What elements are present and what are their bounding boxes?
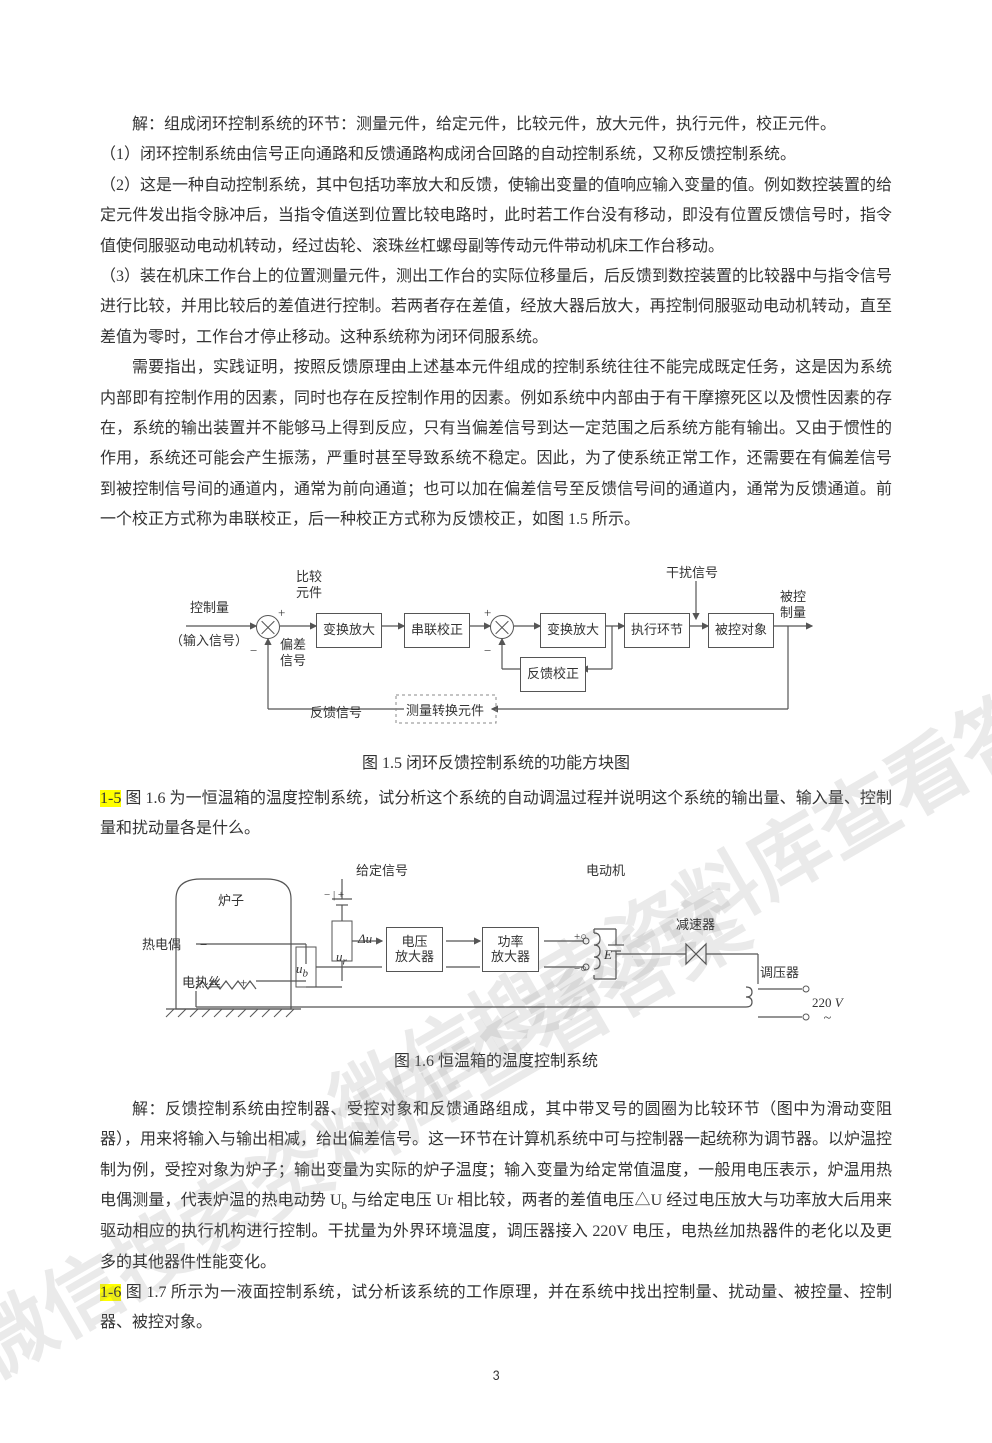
- label-regulator: 调压器: [760, 961, 799, 986]
- block-power-amp: 功率放大器: [482, 927, 539, 972]
- label-minus: −: [250, 639, 257, 664]
- question-1-6: 1-6 图 1.7 所示为一液面控制系统，试分析该系统的工作原理，并在系统中找出…: [100, 1278, 892, 1339]
- block-amp2: 变换放大: [540, 613, 606, 648]
- figure-1-5: 比较元件 控制量 （输入信号） + − 偏差信号 变换放大 串联校正 + − 变…: [176, 541, 816, 741]
- label-input-signal: （输入信号）: [170, 629, 248, 654]
- label-set-signal: 给定信号: [356, 859, 408, 884]
- block-voltage-amp: 电压放大器: [386, 927, 443, 972]
- label-motor: 电动机: [586, 859, 625, 884]
- block-plant: 被控对象: [708, 613, 774, 648]
- label-plus: +: [278, 601, 285, 626]
- label-minus: −: [200, 933, 207, 958]
- figure-1-5-caption: 图 1.5 闭环反馈控制系统的功能方块图: [100, 749, 892, 779]
- label-compare-element: 比较元件: [296, 569, 322, 600]
- label-ub: ub: [296, 957, 308, 984]
- label-measurement: 测量转换元件: [406, 699, 484, 724]
- paragraph: （2）这是一种自动控制系统，其中包括功率放大和反馈，使输出变量的值响应输入变量的…: [100, 171, 892, 262]
- question-text: 图 1.6 为一恒温箱的温度控制系统，试分析这个系统的自动调温过程并说明这个系统…: [100, 790, 892, 837]
- block-series-correction: 串联校正: [404, 613, 470, 648]
- label-feedback-signal: 反馈信号: [310, 701, 362, 726]
- label-minus: −: [484, 639, 491, 664]
- label-furnace: 炉子: [218, 889, 244, 914]
- label-delta-u: Δu: [358, 927, 372, 952]
- figure-1-6-caption: 图 1.6 恒温箱的温度控制系统: [100, 1047, 892, 1077]
- question-tag: 1-6: [100, 1284, 121, 1301]
- label-bias-signal: 偏差信号: [280, 637, 306, 668]
- block-actuator: 执行环节: [624, 613, 690, 648]
- label-E: E: [604, 943, 612, 968]
- paragraph: 需要指出，实践证明，按照反馈原理由上述基本元件组成的控制系统往往不能完成既定任务…: [100, 353, 892, 535]
- label-plus: +: [484, 601, 491, 626]
- label-thermocouple: 热电偶: [142, 933, 181, 958]
- paragraph: （3）装在机床工作台上的位置测量元件，测出工作台的实际位移量后，后反馈到数控装置…: [100, 262, 892, 353]
- block-amp1: 变换放大: [316, 613, 382, 648]
- label-ur: ur: [336, 945, 347, 972]
- paragraph: 解：组成闭环控制系统的环节：测量元件，给定元件，比较元件，放大元件，执行元件，校…: [100, 110, 892, 140]
- question-text: 图 1.7 所示为一液面控制系统，试分析该系统的工作原理，并在系统中找出控制量、…: [100, 1284, 892, 1331]
- label-220v: 220 V ~: [812, 991, 843, 1024]
- label-control-qty: 控制量: [190, 596, 229, 621]
- figure-1-6: 炉子 热电偶 电热丝 − + 给定信号 − | + ub ur Δu 电压放大器…: [146, 849, 846, 1039]
- label-heater: 电热丝: [182, 971, 221, 996]
- label-plus: +: [240, 971, 247, 996]
- question-1-5: 1-5 图 1.6 为一恒温箱的温度控制系统，试分析这个系统的自动调温过程并说明…: [100, 784, 892, 845]
- block-feedback-correction: 反馈校正: [520, 657, 586, 692]
- label-output: 被控制量: [780, 589, 806, 620]
- answer-1-5: 解：反馈控制系统由控制器、受控对象和反馈通路组成，其中带叉号的圆圈为比较环节（图…: [100, 1095, 892, 1278]
- question-tag: 1-5: [100, 790, 121, 807]
- paragraph: （1）闭环控制系统由信号正向通路和反馈通路构成闭合回路的自动控制系统，又称反馈控…: [100, 140, 892, 170]
- label-reducer: 减速器: [676, 913, 715, 938]
- label-disturbance: 干扰信号: [666, 561, 718, 586]
- page-number: 3: [100, 1363, 892, 1390]
